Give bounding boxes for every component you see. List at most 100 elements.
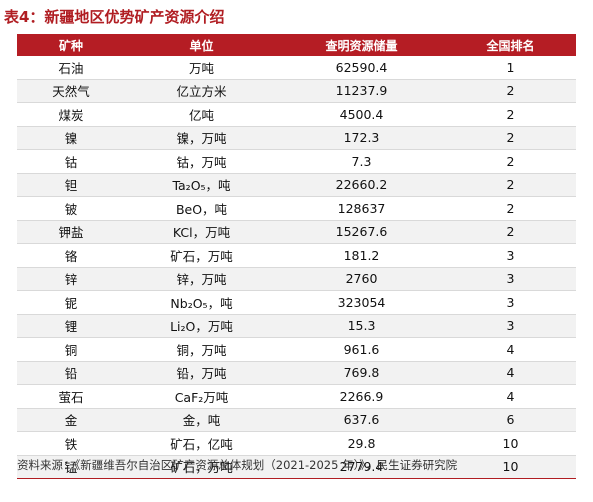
cell-rank: 2	[445, 220, 576, 244]
table-row: 铌 Nb₂O₅，吨 323054 3	[17, 290, 576, 315]
cell-unit: BeO，吨	[125, 196, 278, 221]
cell-mineral: 铬	[17, 243, 125, 268]
source-note: 资料来源：《新疆维吾尔自治区矿产资源总体规划（2021-2025 年）》，民生证…	[17, 458, 458, 472]
cell-rank: 10	[445, 455, 576, 479]
cell-reserves: 7.3	[278, 149, 445, 174]
cell-unit: CaF₂万吨	[125, 384, 278, 409]
cell-unit: 铜，万吨	[125, 337, 278, 362]
table-row: 锰矿石，万吨 2779.4 10	[17, 455, 576, 479]
cell-reserves: 22660.2	[278, 173, 445, 197]
cell-unit: 钴，万吨	[125, 149, 278, 174]
cell-rank: 2	[445, 173, 576, 197]
cell-mineral: 铜	[17, 337, 125, 362]
cell-reserves: 4500.4	[278, 102, 445, 127]
cell-reserves: 181.2	[278, 243, 445, 268]
cell-unit: 矿石，亿吨	[125, 431, 278, 456]
cell-reserves: 128637	[278, 196, 445, 221]
cell-unit: 金，吨	[125, 408, 278, 432]
table-body: 石油 万吨 62590.4 1 天然气 亿立方米 11237.9 2 煤炭 亿吨 4500.4 2 镍镍…	[17, 56, 576, 479]
table-row: 铜铜，万吨 961.6 4	[17, 337, 576, 362]
cell-rank: 4	[445, 337, 576, 362]
table-row: 锌锌，万吨 2760 3	[17, 267, 576, 291]
cell-mineral: 钴	[17, 149, 125, 174]
cell-reserves: 637.6	[278, 408, 445, 432]
table-row: 煤炭 亿吨 4500.4 2	[17, 102, 576, 127]
cell-mineral: 铌	[17, 290, 125, 315]
table-row: 金金，吨 637.6 6	[17, 408, 576, 432]
cell-reserves: 15.3	[278, 314, 445, 338]
cell-mineral: 铍	[17, 196, 125, 221]
column-header-unit: 单位	[125, 34, 278, 56]
cell-mineral: 钽	[17, 173, 125, 197]
table-row: 天然气 亿立方米 11237.9 2	[17, 79, 576, 103]
table-row: 石油 万吨 62590.4 1	[17, 56, 576, 80]
cell-mineral: 锂	[17, 314, 125, 338]
cell-mineral: 铁	[17, 431, 125, 456]
cell-rank: 2	[445, 79, 576, 103]
cell-unit: 亿立方米	[125, 79, 278, 103]
cell-reserves: 11237.9	[278, 79, 445, 103]
table-row: 钴钴，万吨 7.3 2	[17, 149, 576, 174]
cell-rank: 3	[445, 290, 576, 315]
cell-rank: 10	[445, 431, 576, 456]
cell-mineral: 钾盐	[17, 220, 125, 244]
table-row: 铁矿石，亿吨 29.8 10	[17, 431, 576, 456]
cell-rank: 2	[445, 102, 576, 127]
cell-mineral: 锰	[17, 455, 125, 479]
cell-rank: 4	[445, 361, 576, 385]
column-header-rank: 全国排名	[445, 34, 576, 56]
cell-rank: 3	[445, 267, 576, 291]
cell-mineral: 石油	[17, 56, 125, 80]
cell-mineral: 天然气	[17, 79, 125, 103]
cell-reserves: 2779.4	[278, 455, 445, 479]
cell-mineral: 煤炭	[17, 102, 125, 127]
minerals-table: 矿种 单位 查明资源储量 全国排名 石油 万吨 62590.4 1 天然气 亿立方米 112…	[17, 34, 576, 479]
table-row: 镍镍，万吨 172.3 2	[17, 126, 576, 150]
cell-rank: 2	[445, 149, 576, 174]
cell-reserves: 961.6	[278, 337, 445, 362]
cell-mineral: 萤石	[17, 384, 125, 409]
cell-mineral: 金	[17, 408, 125, 432]
table-row: 铍 BeO，吨 128637 2	[17, 196, 576, 221]
cell-rank: 3	[445, 314, 576, 338]
cell-reserves: 172.3	[278, 126, 445, 150]
table-row: 萤石 CaF₂万吨 2266.9 4	[17, 384, 576, 409]
table-row: 钽 Ta₂O₅，吨 22660.2 2	[17, 173, 576, 197]
cell-rank: 2	[445, 196, 576, 221]
cell-unit: Li₂O，万吨	[125, 314, 278, 338]
cell-reserves: 29.8	[278, 431, 445, 456]
cell-unit: 锌，万吨	[125, 267, 278, 291]
cell-unit: Ta₂O₅，吨	[125, 173, 278, 197]
cell-unit: 矿石，万吨	[125, 243, 278, 268]
column-header-reserves: 查明资源储量	[278, 34, 445, 56]
cell-unit: 矿石，万吨	[125, 455, 278, 479]
table-row: 钾盐 KCl，万吨 15267.6 2	[17, 220, 576, 244]
cell-rank: 1	[445, 56, 576, 80]
cell-unit: 镍，万吨	[125, 126, 278, 150]
cell-reserves: 2760	[278, 267, 445, 291]
column-header-mineral: 矿种	[17, 34, 125, 56]
table-header-row: 矿种 单位 查明资源储量 全国排名	[17, 34, 576, 56]
cell-rank: 3	[445, 243, 576, 268]
cell-reserves: 62590.4	[278, 56, 445, 80]
table-title: 表4：新疆地区优势矿产资源介绍	[4, 8, 225, 26]
table-row: 铅铅，万吨 769.8 4	[17, 361, 576, 385]
cell-unit: Nb₂O₅，吨	[125, 290, 278, 315]
cell-mineral: 镍	[17, 126, 125, 150]
table-row: 锂 Li₂O，万吨 15.3 3	[17, 314, 576, 338]
cell-mineral: 铅	[17, 361, 125, 385]
cell-mineral: 锌	[17, 267, 125, 291]
cell-reserves: 769.8	[278, 361, 445, 385]
cell-unit: 亿吨	[125, 102, 278, 127]
table-row: 铬矿石，万吨 181.2 3	[17, 243, 576, 268]
cell-unit: 万吨	[125, 56, 278, 80]
cell-rank: 4	[445, 384, 576, 409]
cell-reserves: 2266.9	[278, 384, 445, 409]
cell-rank: 6	[445, 408, 576, 432]
cell-unit: KCl，万吨	[125, 220, 278, 244]
cell-reserves: 15267.6	[278, 220, 445, 244]
cell-reserves: 323054	[278, 290, 445, 315]
cell-unit: 铅，万吨	[125, 361, 278, 385]
cell-rank: 2	[445, 126, 576, 150]
